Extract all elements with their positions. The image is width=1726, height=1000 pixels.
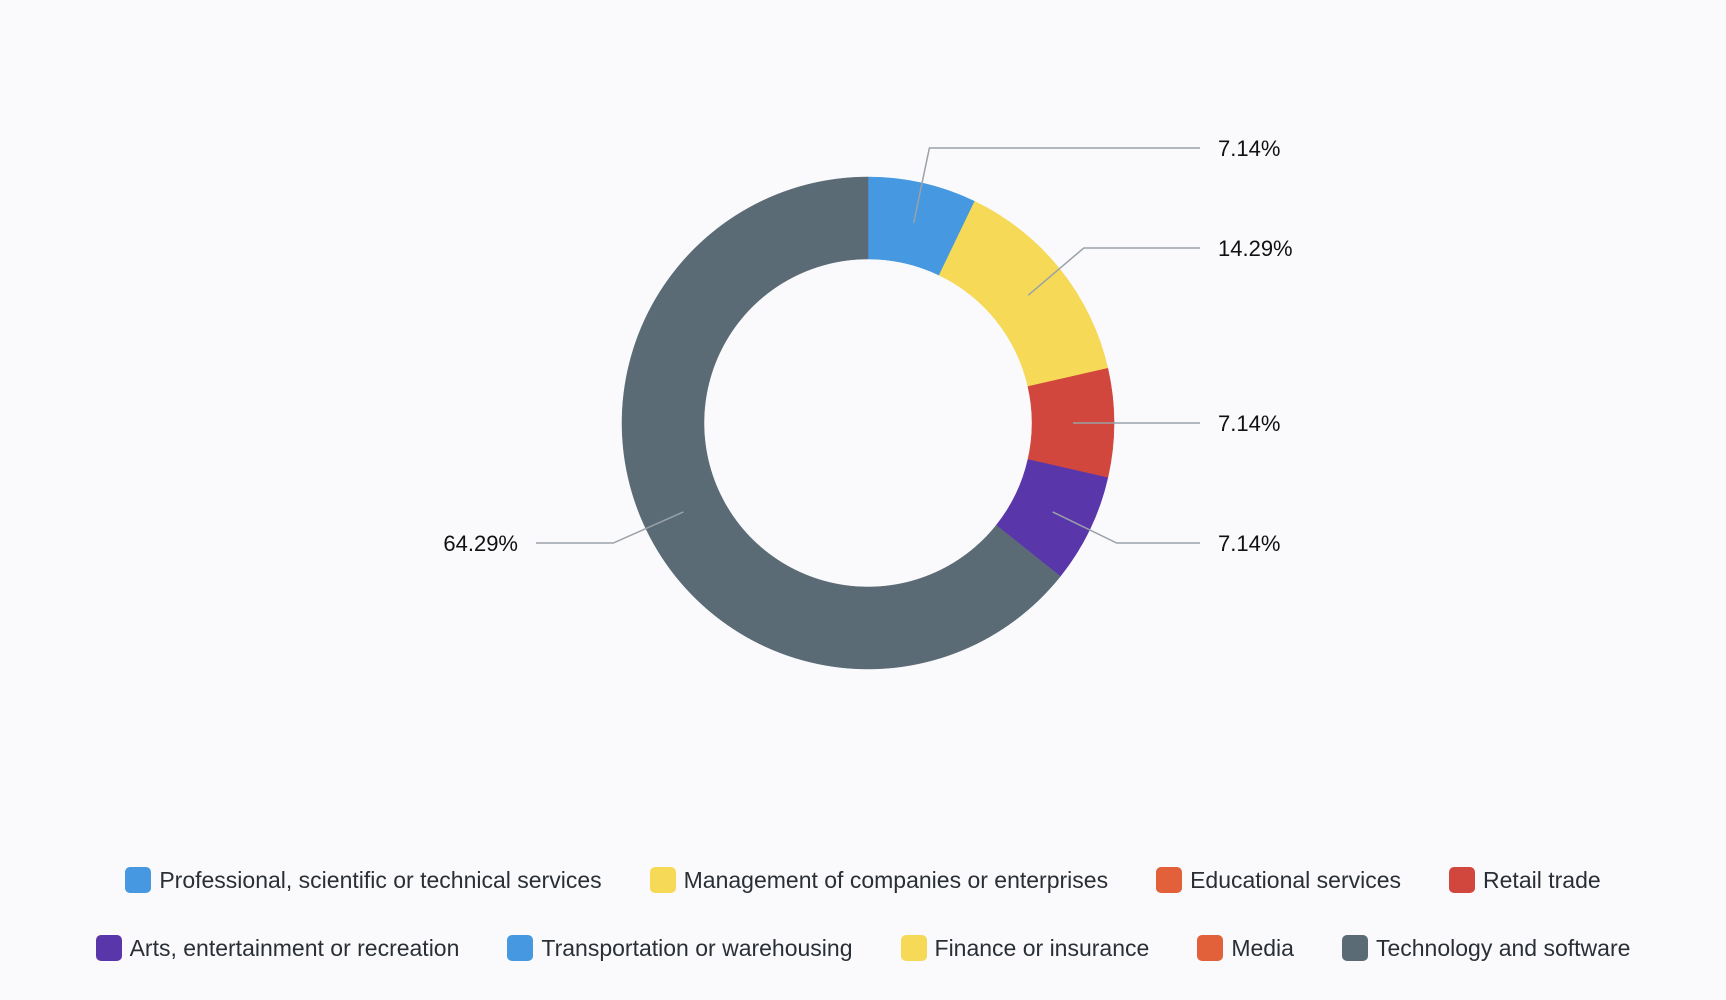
legend-label: Media bbox=[1231, 934, 1294, 961]
legend-row: Professional, scientific or technical se… bbox=[0, 862, 1726, 898]
legend-swatch bbox=[900, 935, 927, 961]
slice-percent-label: 64.29% bbox=[443, 531, 518, 556]
legend-item[interactable]: Management of companies or enterprises bbox=[649, 866, 1109, 894]
legend-item[interactable]: Finance or insurance bbox=[900, 934, 1150, 962]
legend-swatch bbox=[507, 935, 534, 961]
legend-swatch bbox=[1197, 935, 1224, 961]
legend-label: Retail trade bbox=[1483, 866, 1601, 893]
slice-percent-label: 7.14% bbox=[1218, 136, 1280, 161]
donut-slice[interactable] bbox=[621, 176, 1061, 670]
leader-line bbox=[1052, 511, 1200, 544]
legend-label: Transportation or warehousing bbox=[541, 934, 853, 961]
legend-swatch bbox=[649, 867, 676, 893]
donut-slice[interactable] bbox=[938, 201, 1109, 387]
legend-label: Management of companies or enterprises bbox=[683, 866, 1109, 893]
leader-line bbox=[536, 511, 684, 544]
legend-item[interactable]: Transportation or warehousing bbox=[507, 934, 853, 962]
legend-swatch bbox=[95, 935, 122, 961]
legend-item[interactable]: Media bbox=[1197, 935, 1294, 962]
legend-label: Professional, scientific or technical se… bbox=[159, 866, 602, 893]
legend-item[interactable]: Educational services bbox=[1156, 867, 1401, 894]
donut-chart: 7.14% 14.29% 7.14% 7.14% 64.29% bbox=[443, 136, 1293, 670]
legend-item[interactable]: Technology and software bbox=[1341, 934, 1631, 962]
legend-swatch bbox=[1156, 867, 1183, 893]
legend-item[interactable]: Retail trade bbox=[1449, 867, 1601, 894]
leader-lines-layer bbox=[536, 147, 1200, 544]
legend-label: Technology and software bbox=[1375, 934, 1631, 961]
legend-label: Finance or insurance bbox=[934, 934, 1150, 961]
leader-line bbox=[1027, 247, 1200, 296]
legend-item[interactable]: Arts, entertainment or recreation bbox=[95, 934, 460, 962]
slice-percent-label: 7.14% bbox=[1218, 531, 1280, 556]
legend-swatch bbox=[1449, 867, 1476, 893]
slice-percent-label: 7.14% bbox=[1218, 411, 1280, 436]
slice-percent-label: 14.29% bbox=[1218, 236, 1293, 261]
leader-line bbox=[912, 147, 1200, 224]
legend-row: Arts, entertainment or recreation Transpo… bbox=[0, 930, 1726, 966]
legend-label: Educational services bbox=[1190, 866, 1402, 893]
donut-chart-svg: 7.14% 14.29% 7.14% 7.14% 64.29% bbox=[443, 136, 1293, 670]
legend-item[interactable]: Professional, scientific or technical se… bbox=[125, 866, 602, 894]
chart-legend: Professional, scientific or technical se… bbox=[0, 862, 1726, 998]
legend-swatch bbox=[125, 867, 152, 893]
slice-labels-layer: 7.14% 14.29% 7.14% 7.14% 64.29% bbox=[443, 136, 1292, 556]
slices-layer bbox=[621, 176, 1115, 670]
legend-label: Arts, entertainment or recreation bbox=[129, 934, 460, 961]
legend-swatch bbox=[1341, 935, 1368, 961]
